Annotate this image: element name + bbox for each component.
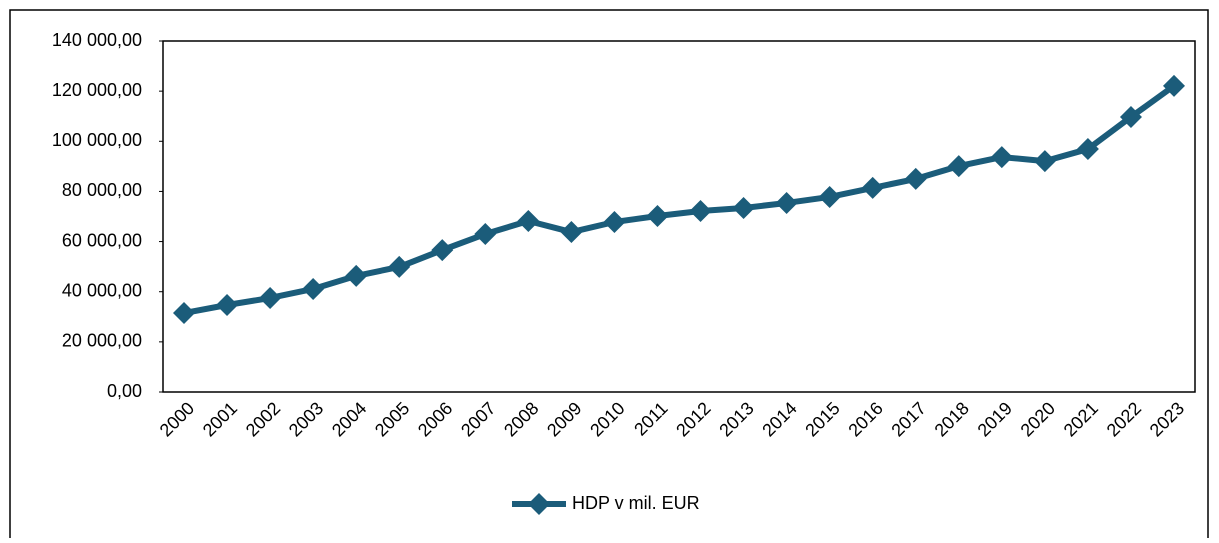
- marker: [560, 221, 583, 244]
- marker: [732, 196, 755, 219]
- x-tick-label: 2003: [285, 398, 327, 440]
- y-tick-label: 20 000,00: [62, 331, 142, 351]
- x-tick-label: 2022: [1103, 398, 1145, 440]
- marker: [603, 211, 626, 234]
- x-tick-label: 2019: [974, 398, 1016, 440]
- x-tick-label: 2004: [328, 398, 370, 440]
- x-tick-label: 2016: [844, 398, 886, 440]
- x-tick-label: 2007: [457, 398, 499, 440]
- y-tick-label: 40 000,00: [62, 280, 142, 300]
- y-tick-label: 120 000,00: [52, 80, 142, 100]
- marker: [302, 277, 325, 300]
- frame: [9, 9, 1209, 543]
- x-tick-label: 2011: [630, 398, 672, 440]
- x-tick-label: 2014: [758, 398, 800, 440]
- marker: [904, 167, 927, 190]
- x-tick-label: 2000: [156, 398, 198, 440]
- marker: [1033, 150, 1056, 173]
- marker: [431, 239, 454, 262]
- marker: [646, 204, 669, 227]
- marker: [1119, 105, 1142, 128]
- marker: [388, 255, 411, 278]
- plot-area: [162, 40, 1196, 393]
- x-tick-label: 2021: [1060, 398, 1102, 440]
- y-tick-label: 140 000,00: [52, 30, 142, 50]
- y-tick-label: 100 000,00: [52, 130, 142, 150]
- x-tick-label: 2017: [887, 398, 929, 440]
- x-tick-label: 2006: [414, 398, 456, 440]
- marker: [474, 223, 497, 246]
- marker: [517, 210, 540, 233]
- x-tick-label: 2023: [1146, 398, 1188, 440]
- x-tick-label: 2012: [672, 398, 714, 440]
- x-tick-label: 2008: [500, 398, 542, 440]
- y-tick-label: 60 000,00: [62, 230, 142, 250]
- marker: [216, 294, 239, 317]
- legend-marker: [528, 493, 550, 515]
- y-tick-label: 80 000,00: [62, 180, 142, 200]
- x-tick-label: 2005: [371, 398, 413, 440]
- marker: [818, 185, 841, 208]
- y-tick-label: 0,00: [107, 381, 142, 401]
- marker: [259, 286, 282, 309]
- x-tick-label: 2015: [801, 398, 843, 440]
- marker: [689, 199, 712, 222]
- marker: [173, 302, 195, 325]
- x-tick-label: 2010: [586, 398, 628, 440]
- x-tick-label: 2002: [242, 398, 284, 440]
- x-tick-label: 2001: [199, 398, 241, 440]
- legend-label: HDP v mil. EUR: [572, 493, 700, 513]
- x-tick-label: 2013: [715, 398, 757, 440]
- x-tick-label: 2018: [931, 398, 973, 440]
- marker: [990, 146, 1013, 169]
- marker: [1076, 138, 1099, 161]
- x-tick-label: 2009: [543, 398, 585, 440]
- marker: [861, 176, 884, 199]
- marker: [1163, 74, 1185, 97]
- marker: [947, 155, 970, 178]
- x-tick-label: 2020: [1017, 398, 1059, 440]
- line: [183, 83, 1176, 316]
- marker: [775, 191, 798, 214]
- marker: [345, 264, 368, 287]
